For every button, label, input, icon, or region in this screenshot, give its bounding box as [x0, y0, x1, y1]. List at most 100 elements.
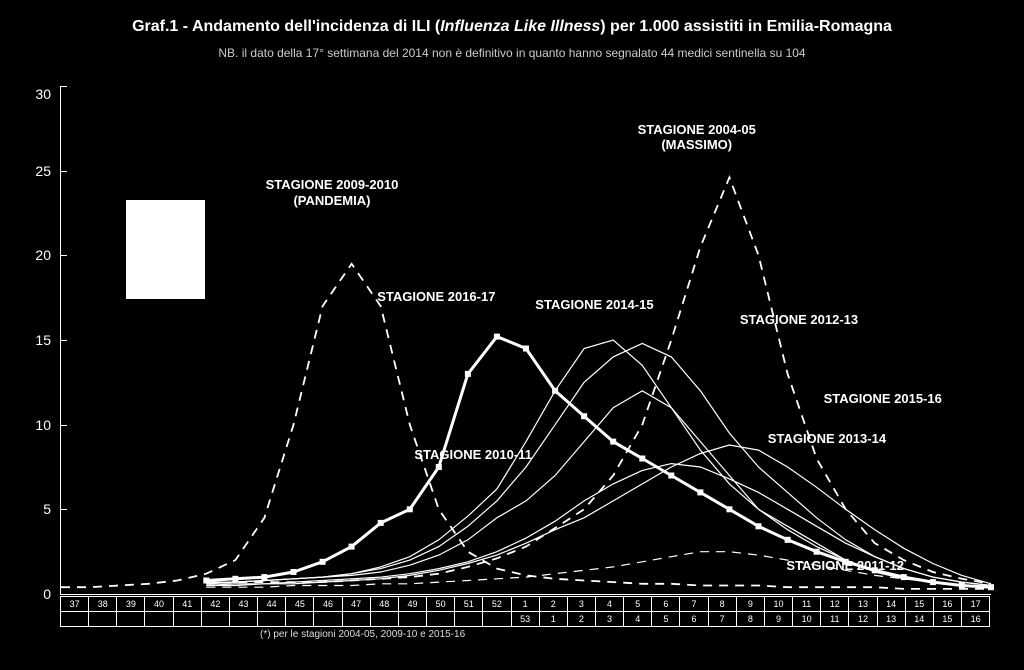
chart-subtitle: NB. il dato della 17° settimana del 2014… — [0, 46, 1024, 60]
x-tick-label: 5 — [652, 612, 680, 627]
x-tick-label: 6 — [652, 596, 680, 612]
x-tick-label — [483, 612, 511, 627]
x-tick-label: 14 — [878, 596, 906, 612]
x-tick-label: 15 — [934, 612, 962, 627]
x-tick-label: 9 — [765, 612, 793, 627]
series-marker — [669, 473, 674, 478]
x-tick-label — [343, 612, 371, 627]
series-marker — [378, 520, 383, 525]
x-tick-label: 4 — [596, 596, 624, 612]
series-annotation: STAGIONE 2016-17 — [377, 289, 495, 305]
x-tick-label: 7 — [709, 612, 737, 627]
x-tick-label: 11 — [821, 612, 849, 627]
series-marker — [785, 537, 790, 542]
x-tick-label: 39 — [117, 596, 145, 612]
x-tick-label — [286, 612, 314, 627]
x-tick-label — [174, 612, 202, 627]
series-annotation: STAGIONE 2014-15 — [535, 297, 653, 313]
series-marker — [436, 465, 441, 470]
x-tick-label: 51 — [455, 596, 483, 612]
x-tick-label: 8 — [709, 596, 737, 612]
x-tick-label: 53 — [512, 612, 540, 627]
series-annotation: STAGIONE 2012-13 — [740, 312, 858, 328]
x-tick-label: 41 — [174, 596, 202, 612]
y-tick-label: 15 — [35, 332, 51, 348]
series-annotation: STAGIONE 2013-14 — [768, 431, 886, 447]
x-tick-label: 45 — [286, 596, 314, 612]
y-tick-label: 25 — [35, 163, 51, 179]
series-marker — [524, 346, 529, 351]
x-tick-label: 6 — [680, 612, 708, 627]
y-tick-label: 20 — [35, 247, 51, 263]
series-marker — [291, 570, 296, 575]
series-annotation: STAGIONE 2010-11 — [414, 447, 532, 463]
title-prefix: Graf.1 - Andamento dell'incidenza di ILI… — [132, 18, 440, 35]
series-line — [206, 340, 991, 587]
series-marker — [698, 490, 703, 495]
line-layer — [61, 86, 991, 594]
series-marker — [349, 544, 354, 549]
series-marker — [582, 414, 587, 419]
x-tick-label: 7 — [680, 596, 708, 612]
series-marker — [407, 507, 412, 512]
x-tick-label: 13 — [849, 596, 877, 612]
x-tick-label — [117, 612, 145, 627]
x-tick-label — [314, 612, 342, 627]
x-tick-label — [258, 612, 286, 627]
series-marker — [204, 578, 209, 583]
x-tick-label: 50 — [427, 596, 455, 612]
series-marker — [727, 507, 732, 512]
title-italic: Influenza Like Illness — [440, 18, 600, 35]
series-marker — [989, 585, 994, 590]
x-tick-label: 48 — [371, 596, 399, 612]
x-tick-label: 9 — [737, 596, 765, 612]
x-tick-label: 17 — [962, 596, 990, 612]
series-marker — [901, 575, 906, 580]
x-tick-label: 47 — [343, 596, 371, 612]
x-tick-label: 2 — [568, 612, 596, 627]
title-suffix: ) per 1.000 assistiti in Emilia-Romagna — [600, 18, 892, 35]
x-tick-label: 14 — [906, 612, 934, 627]
x-tick-label: 5 — [624, 596, 652, 612]
y-tick-label: 5 — [43, 501, 51, 517]
x-tick-label: 40 — [145, 596, 173, 612]
x-tick-label: 37 — [60, 596, 89, 612]
x-tick-label: 3 — [568, 596, 596, 612]
x-tick-label: 1 — [540, 612, 568, 627]
x-tick-label: 15 — [906, 596, 934, 612]
series-annotation: STAGIONE 2009-2010(PANDEMIA) — [266, 177, 399, 208]
x-tick-label — [60, 612, 89, 627]
series-annotation: STAGIONE 2004-05(MASSIMO) — [638, 122, 756, 153]
series-annotation: STAGIONE 2011-12 — [786, 558, 904, 574]
series-marker — [320, 559, 325, 564]
x-tick-label: 42 — [202, 596, 230, 612]
series-marker — [930, 580, 935, 585]
x-tick-label: 2 — [540, 596, 568, 612]
series-line — [206, 343, 991, 585]
series-marker — [262, 575, 267, 580]
x-tick-label — [202, 612, 230, 627]
y-tick-label: 0 — [43, 586, 51, 602]
series-marker — [959, 583, 964, 588]
x-tick-label: 49 — [399, 596, 427, 612]
series-marker — [553, 388, 558, 393]
series-marker — [233, 576, 238, 581]
series-marker — [814, 549, 819, 554]
x-tick-label: 43 — [230, 596, 258, 612]
x-axis: 3738394041424344454647484950515212345678… — [60, 596, 990, 640]
x-tick-label: 46 — [314, 596, 342, 612]
y-tick-label: 30 — [35, 86, 51, 102]
chart-title: Graf.1 - Andamento dell'incidenza di ILI… — [0, 18, 1024, 36]
x-axis-footnote: (*) per le stagioni 2004-05, 2009-10 e 2… — [60, 629, 990, 640]
series-marker — [756, 524, 761, 529]
y-tick-label: 10 — [35, 417, 51, 433]
x-tick-label — [399, 612, 427, 627]
x-tick-label: 16 — [934, 596, 962, 612]
x-tick-label — [371, 612, 399, 627]
x-tick-label: 3 — [596, 612, 624, 627]
x-tick-label: 8 — [737, 612, 765, 627]
series-marker — [465, 371, 470, 376]
x-tick-label: 10 — [793, 612, 821, 627]
x-tick-label: 44 — [258, 596, 286, 612]
series-annotation: STAGIONE 2015-16 — [824, 391, 942, 407]
